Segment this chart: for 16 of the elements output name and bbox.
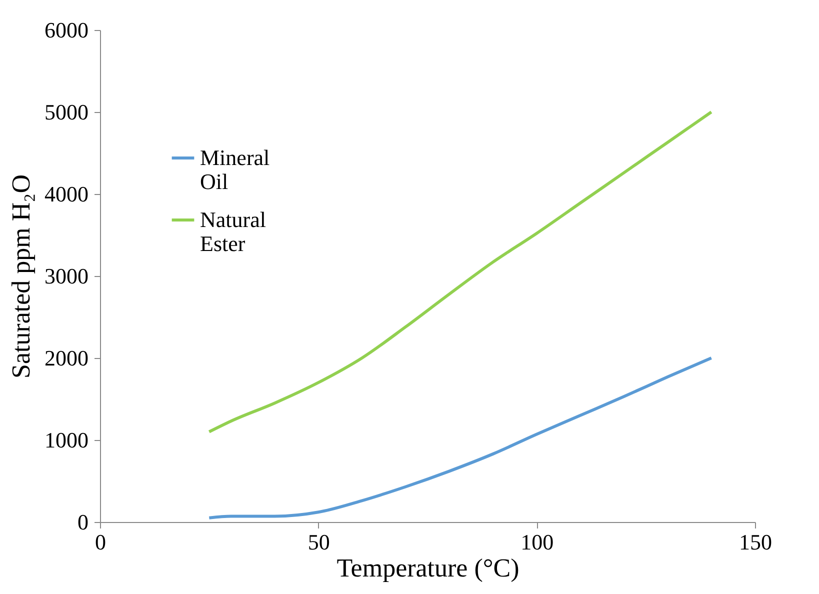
- x-tick-label: 0: [95, 530, 106, 554]
- legend-label: Natural Ester: [200, 207, 266, 256]
- legend-label: Mineral Oil: [200, 145, 270, 194]
- y-tick-label: 0: [78, 510, 88, 534]
- y-tick-label: 1000: [44, 428, 88, 452]
- y-tick-label: 5000: [44, 100, 88, 124]
- x-tick-label: 50: [308, 530, 330, 554]
- x-axis-title: Temperature (°C): [336, 554, 520, 582]
- y-tick-label: 2000: [44, 346, 88, 370]
- y-tick-label: 6000: [44, 18, 88, 42]
- y-axis-title: Saturated ppm H₂O: [6, 174, 36, 379]
- x-tick-label: 100: [520, 530, 554, 554]
- line-series: [208, 356, 713, 520]
- y-tick-label: 3000: [44, 264, 88, 288]
- x-tick-label: 150: [739, 530, 772, 554]
- y-tick-label: 4000: [44, 182, 88, 206]
